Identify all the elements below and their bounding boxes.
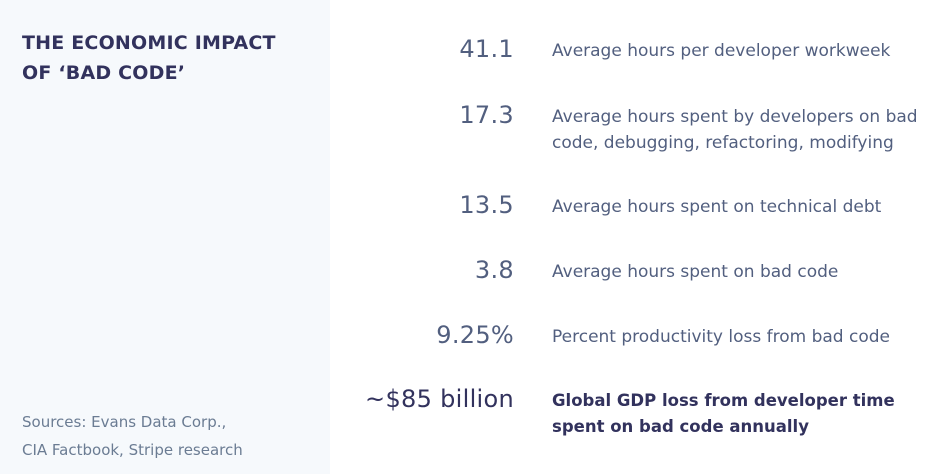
stat-description: Average hours spent on bad code [552, 262, 839, 282]
title-line-2: OF ‘BAD CODE’ [22, 62, 186, 84]
stat-value: 13.5 [459, 191, 514, 219]
sources-line-1: Sources: Evans Data Corp., [22, 413, 227, 431]
stat-value: 9.25% [436, 321, 514, 349]
page-title: THE ECONOMIC IMPACT OF ‘BAD CODE’ [22, 28, 322, 88]
sidebar-panel: THE ECONOMIC IMPACT OF ‘BAD CODE’ Source… [0, 0, 330, 474]
stat-description: Average hours per developer workweek [552, 41, 891, 61]
stat-description: Average hours spent by developers on bad… [552, 107, 918, 153]
stat-description: Global GDP loss from developer time spen… [552, 391, 895, 436]
stat-value: ~$85 billion [365, 385, 514, 413]
sources-note: Sources: Evans Data Corp., CIA Factbook,… [22, 408, 322, 464]
stat-value: 41.1 [459, 35, 514, 63]
stat-description: Average hours spent on technical debt [552, 197, 882, 217]
stat-description: Percent productivity loss from bad code [552, 327, 890, 347]
stat-value: 3.8 [474, 256, 514, 284]
sources-line-2: CIA Factbook, Stripe research [22, 441, 243, 459]
stat-value: 17.3 [459, 101, 514, 129]
title-line-1: THE ECONOMIC IMPACT [22, 32, 276, 54]
